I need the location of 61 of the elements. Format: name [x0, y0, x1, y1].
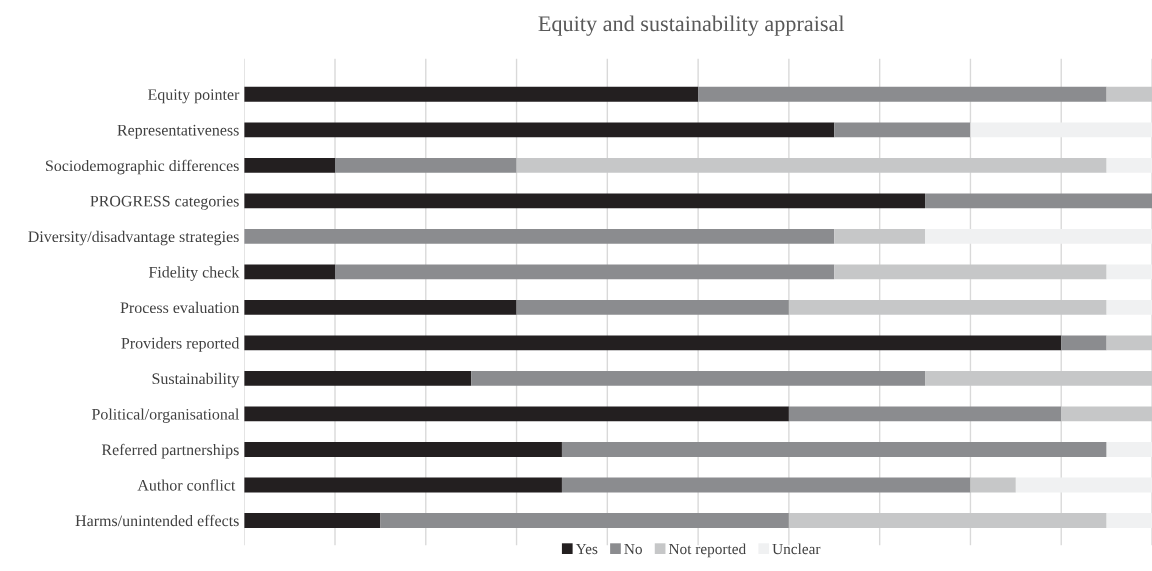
y-tick-label: Representativeness — [117, 124, 239, 139]
bar — [970, 477, 1016, 493]
bar — [1106, 86, 1152, 102]
bar — [1106, 512, 1152, 528]
y-tick-label: Political/organisational — [91, 408, 240, 423]
bar — [335, 157, 517, 173]
y-tick-label: Sustainability — [152, 372, 240, 388]
bar — [970, 122, 1152, 138]
bar — [834, 228, 926, 244]
bar — [1106, 441, 1152, 457]
bar — [471, 370, 926, 386]
y-tick-label: Author conflict — [137, 479, 236, 491]
bar — [561, 441, 1107, 457]
bar — [1106, 264, 1152, 280]
bar — [1106, 335, 1152, 351]
bar — [244, 228, 835, 244]
bar — [380, 512, 789, 528]
y-tick-label: Providers reported — [121, 337, 240, 352]
bar — [788, 512, 1107, 528]
bar — [925, 228, 1152, 244]
y-tick-label: Harms/unintended effects — [75, 514, 239, 527]
legend-label: Unclear — [772, 543, 821, 555]
bar — [244, 335, 1062, 351]
bar — [244, 264, 335, 280]
bar — [244, 86, 699, 102]
y-tick-label: Sociodemographic differences — [46, 159, 239, 175]
y-tick-label: Fidelity check — [148, 266, 240, 281]
bar — [244, 370, 472, 386]
bar — [244, 441, 562, 457]
chart-title: Equity and sustainability appraisal — [538, 15, 845, 36]
bar — [516, 299, 789, 315]
bar — [1106, 299, 1152, 315]
bar — [698, 86, 1107, 102]
y-tick-label: Process evaluation — [120, 301, 240, 314]
y-tick-label: Referred partnerships — [101, 443, 239, 459]
bar — [244, 477, 562, 493]
y-tick-label: Diversity/disadvantage strategies — [28, 230, 239, 246]
bar — [561, 477, 971, 493]
bar — [516, 157, 1107, 173]
bar — [788, 406, 1062, 422]
bar — [244, 157, 335, 173]
bar — [244, 406, 789, 422]
bar — [244, 299, 517, 315]
bar — [244, 193, 926, 209]
y-tick-label: PROGRESS categories — [90, 195, 239, 210]
legend-label: Yes — [575, 543, 598, 555]
bar — [925, 193, 1152, 209]
bar — [925, 370, 1152, 386]
bar — [1061, 406, 1152, 422]
legend-label: No — [624, 543, 642, 555]
bar — [335, 264, 835, 280]
legend-label: Not reported — [668, 543, 746, 558]
bar — [834, 264, 1107, 280]
bar — [244, 512, 381, 528]
bar — [1061, 335, 1107, 351]
bar — [244, 122, 835, 138]
bar — [834, 122, 971, 138]
bar — [1106, 157, 1152, 173]
y-tick-label: Equity pointer — [148, 89, 240, 104]
bar — [788, 299, 1107, 315]
bar — [1015, 477, 1152, 493]
